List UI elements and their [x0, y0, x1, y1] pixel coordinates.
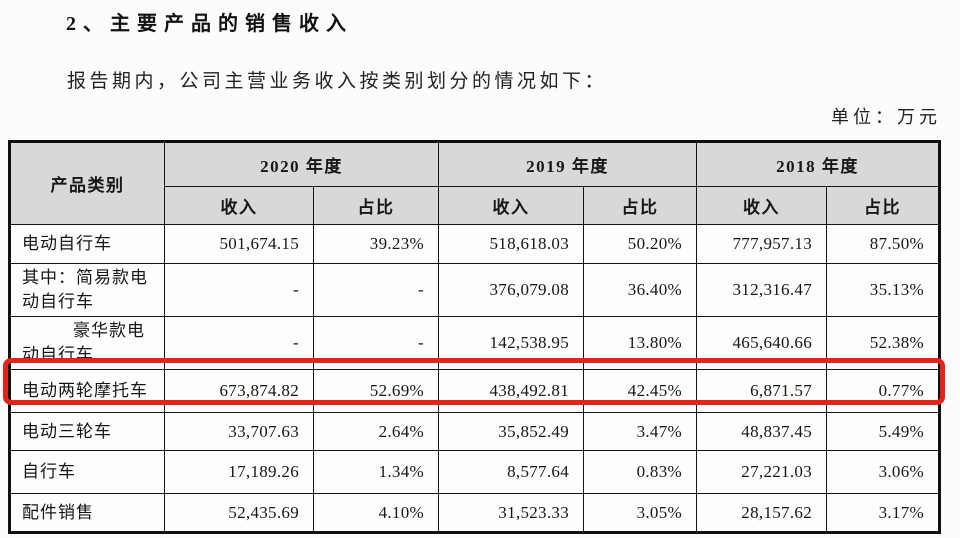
value-cell: 52.38%	[826, 316, 940, 370]
product-category-header: 产品类别	[9, 141, 165, 225]
value-cell: 3.17%	[826, 493, 940, 533]
value-cell: 777,957.13	[696, 224, 827, 264]
year-header-2018: 2018 年度	[696, 141, 940, 187]
unit-label: 单位：万元	[831, 107, 941, 127]
value-cell: 35,852.49	[438, 412, 584, 451]
value-cell: 501,674.15	[164, 224, 314, 264]
value-cell: 518,618.03	[438, 224, 584, 264]
value-cell: 465,640.66	[696, 316, 827, 370]
value-cell: 312,316.47	[696, 263, 827, 317]
value-cell: 28,157.62	[696, 493, 827, 533]
share-header: 占比	[826, 186, 940, 225]
revenue-table: 产品类别 2020 年度 2019 年度 2018 年度 收入 占比 收入 占比…	[8, 140, 941, 534]
revenue-header: 收入	[696, 186, 827, 225]
value-cell: 36.40%	[583, 263, 697, 317]
section-title: 2、主要产品的销售收入	[66, 13, 353, 35]
value-cell: -	[164, 316, 314, 370]
value-cell: 50.20%	[583, 224, 697, 264]
value-cell: -	[313, 263, 439, 317]
table-row-highlighted: 电动两轮摩托车 673,874.82 52.69% 438,492.81 42.…	[9, 369, 940, 413]
value-cell: 42.45%	[583, 369, 697, 413]
value-cell: 3.47%	[583, 412, 697, 451]
value-cell: -	[313, 316, 439, 370]
value-cell: 13.80%	[583, 316, 697, 370]
value-cell: 142,538.95	[438, 316, 584, 370]
year-header-2020: 2020 年度	[164, 141, 439, 187]
value-cell: 39.23%	[313, 224, 439, 264]
value-cell: -	[164, 263, 314, 317]
value-cell: 2.64%	[313, 412, 439, 451]
value-cell: 33,707.63	[164, 412, 314, 451]
revenue-header: 收入	[438, 186, 584, 225]
value-cell: 3.06%	[826, 450, 940, 494]
share-header: 占比	[583, 186, 697, 225]
value-cell: 52,435.69	[164, 493, 314, 533]
value-cell: 48,837.45	[696, 412, 827, 451]
value-cell: 4.10%	[313, 493, 439, 533]
value-cell: 87.50%	[826, 224, 940, 264]
value-cell: 673,874.82	[164, 369, 314, 413]
table-row: 电动自行车 501,674.15 39.23% 518,618.03 50.20…	[9, 224, 940, 264]
header-row-metrics: 收入 占比 收入 占比 收入 占比	[10, 186, 940, 225]
table-row: 自行车 17,189.26 1.34% 8,577.64 0.83% 27,22…	[9, 450, 940, 494]
header-row-years: 产品类别 2020 年度 2019 年度 2018 年度	[9, 141, 940, 225]
table-row: 其中：简易款电动自行车 - - 376,079.08 36.40% 312,31…	[9, 263, 940, 317]
value-cell: 1.34%	[313, 450, 439, 494]
product-cell: 电动三轮车	[9, 412, 165, 451]
value-cell: 0.83%	[583, 450, 697, 494]
year-header-2019: 2019 年度	[438, 141, 697, 187]
intro-text: 报告期内，公司主营业务收入按类别划分的情况如下：	[67, 71, 608, 92]
product-cell: 电动自行车	[9, 224, 165, 264]
value-cell: 27,221.03	[696, 450, 827, 494]
product-cell: 豪华款电动自行车	[9, 316, 165, 370]
value-cell: 35.13%	[826, 263, 940, 317]
value-cell: 438,492.81	[438, 369, 584, 413]
product-cell: 电动两轮摩托车	[9, 369, 165, 413]
value-cell: 5.49%	[826, 412, 940, 451]
value-cell: 376,079.08	[438, 263, 584, 317]
product-cell: 配件销售	[9, 493, 165, 533]
value-cell: 8,577.64	[438, 450, 584, 494]
share-header: 占比	[313, 186, 439, 225]
table-row: 豪华款电动自行车 - - 142,538.95 13.80% 465,640.6…	[9, 316, 940, 370]
value-cell: 6,871.57	[696, 369, 827, 413]
value-cell: 3.05%	[583, 493, 697, 533]
value-cell: 0.77%	[826, 369, 940, 413]
value-cell: 52.69%	[313, 369, 439, 413]
table-row: 电动三轮车 33,707.63 2.64% 35,852.49 3.47% 48…	[9, 412, 940, 451]
revenue-header: 收入	[164, 186, 314, 225]
value-cell: 17,189.26	[164, 450, 314, 494]
product-cell: 自行车	[9, 450, 165, 494]
product-cell: 其中：简易款电动自行车	[9, 263, 165, 317]
table-row: 配件销售 52,435.69 4.10% 31,523.33 3.05% 28,…	[9, 493, 940, 533]
value-cell: 31,523.33	[438, 493, 584, 533]
